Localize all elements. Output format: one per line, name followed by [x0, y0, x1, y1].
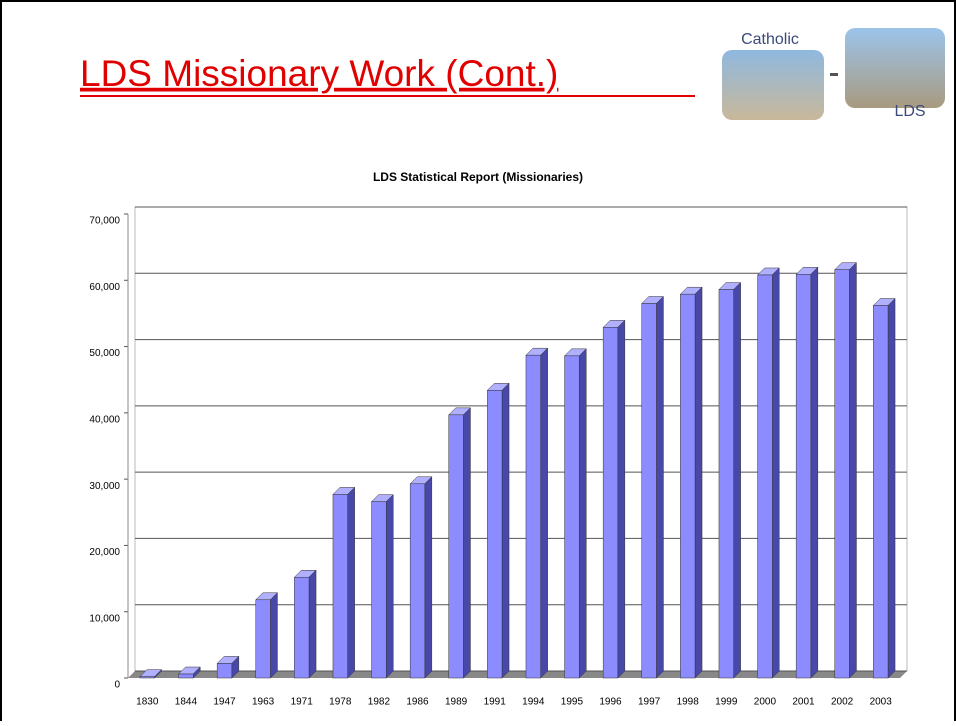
- bar-side: [386, 495, 393, 678]
- y-tick-label: 60,000: [89, 282, 120, 293]
- bar-side: [772, 268, 779, 678]
- bar: [179, 674, 194, 678]
- x-tick-label: 1996: [599, 697, 622, 708]
- x-tick-label: 1986: [406, 697, 429, 708]
- y-tick-label: 50,000: [89, 348, 120, 359]
- bar: [796, 274, 811, 678]
- bar-side: [849, 263, 856, 678]
- bar: [680, 294, 695, 678]
- logo-label: Catholic: [741, 31, 799, 48]
- bar: [719, 290, 734, 678]
- bar-side: [348, 487, 355, 678]
- bar-side: [270, 593, 277, 678]
- lds-image: [845, 28, 945, 108]
- x-tick-label: 1997: [638, 697, 661, 708]
- bar: [758, 275, 773, 678]
- bar: [526, 355, 541, 678]
- bar: [449, 415, 464, 678]
- bar: [294, 577, 309, 678]
- y-tick-label: 10,000: [89, 613, 120, 624]
- bar-side: [618, 320, 625, 678]
- chart-title: LDS Statistical Report (Missionaries): [373, 170, 583, 184]
- bar: [873, 305, 888, 678]
- bar: [333, 494, 348, 678]
- y-tick-label: 70,000: [89, 216, 120, 227]
- logo-label: LDS: [894, 103, 925, 120]
- x-tick-label: 1999: [715, 697, 738, 708]
- bar-side: [309, 570, 316, 678]
- x-tick-label: 1998: [677, 697, 700, 708]
- bar-side: [888, 298, 895, 678]
- page: {"header": {"title": "LDS Missionary Wor…: [0, 0, 956, 721]
- x-tick-label: 1947: [213, 697, 236, 708]
- bar: [256, 600, 271, 678]
- x-tick-label: 1994: [522, 697, 545, 708]
- plot-floor: [128, 671, 907, 678]
- x-tick-label: 1982: [368, 697, 391, 708]
- bar: [410, 484, 425, 678]
- bar-side: [579, 349, 586, 678]
- logo-dash: [830, 73, 838, 76]
- bar-side: [502, 383, 509, 678]
- x-tick-label: 2001: [792, 697, 815, 708]
- x-tick-label: 1991: [484, 697, 507, 708]
- catholic-image: [722, 50, 824, 120]
- bar: [835, 270, 850, 678]
- y-tick-label: 0: [114, 680, 120, 691]
- bar: [372, 502, 387, 678]
- bar-side: [695, 287, 702, 678]
- x-tick-label: 1830: [136, 697, 159, 708]
- bar-side: [425, 477, 432, 678]
- x-tick-label: 1995: [561, 697, 584, 708]
- x-tick-label: 2003: [870, 697, 893, 708]
- bar-side: [811, 267, 818, 678]
- x-tick-label: 1963: [252, 697, 275, 708]
- x-tick-label: 1978: [329, 697, 352, 708]
- y-tick-label: 40,000: [89, 414, 120, 425]
- x-tick-label: 1971: [291, 697, 314, 708]
- y-tick-label: 30,000: [89, 481, 120, 492]
- bar-side: [656, 296, 663, 678]
- slide-title: LDS Missionary Work (Cont.): [80, 53, 558, 94]
- slide: LDS Missionary Work (Cont.) Catholic LDS…: [0, 0, 956, 721]
- bar: [217, 663, 232, 678]
- bar-side: [541, 348, 548, 678]
- plot-wall: [135, 207, 907, 671]
- bar-side: [734, 283, 741, 678]
- bar-side: [463, 408, 470, 678]
- y-tick-label: 20,000: [89, 547, 120, 558]
- bar: [603, 327, 618, 678]
- bar: [487, 390, 502, 678]
- bar: [140, 677, 155, 678]
- x-tick-label: 1844: [175, 697, 198, 708]
- x-tick-label: 2000: [754, 697, 777, 708]
- bar: [565, 356, 580, 678]
- x-tick-label: 2002: [831, 697, 854, 708]
- bar: [642, 303, 657, 678]
- x-tick-label: 1989: [445, 697, 468, 708]
